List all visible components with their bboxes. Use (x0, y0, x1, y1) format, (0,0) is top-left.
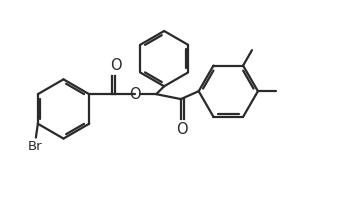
Text: O: O (176, 122, 188, 137)
Text: O: O (110, 59, 121, 73)
Text: Br: Br (27, 139, 42, 153)
Text: O: O (129, 87, 140, 102)
